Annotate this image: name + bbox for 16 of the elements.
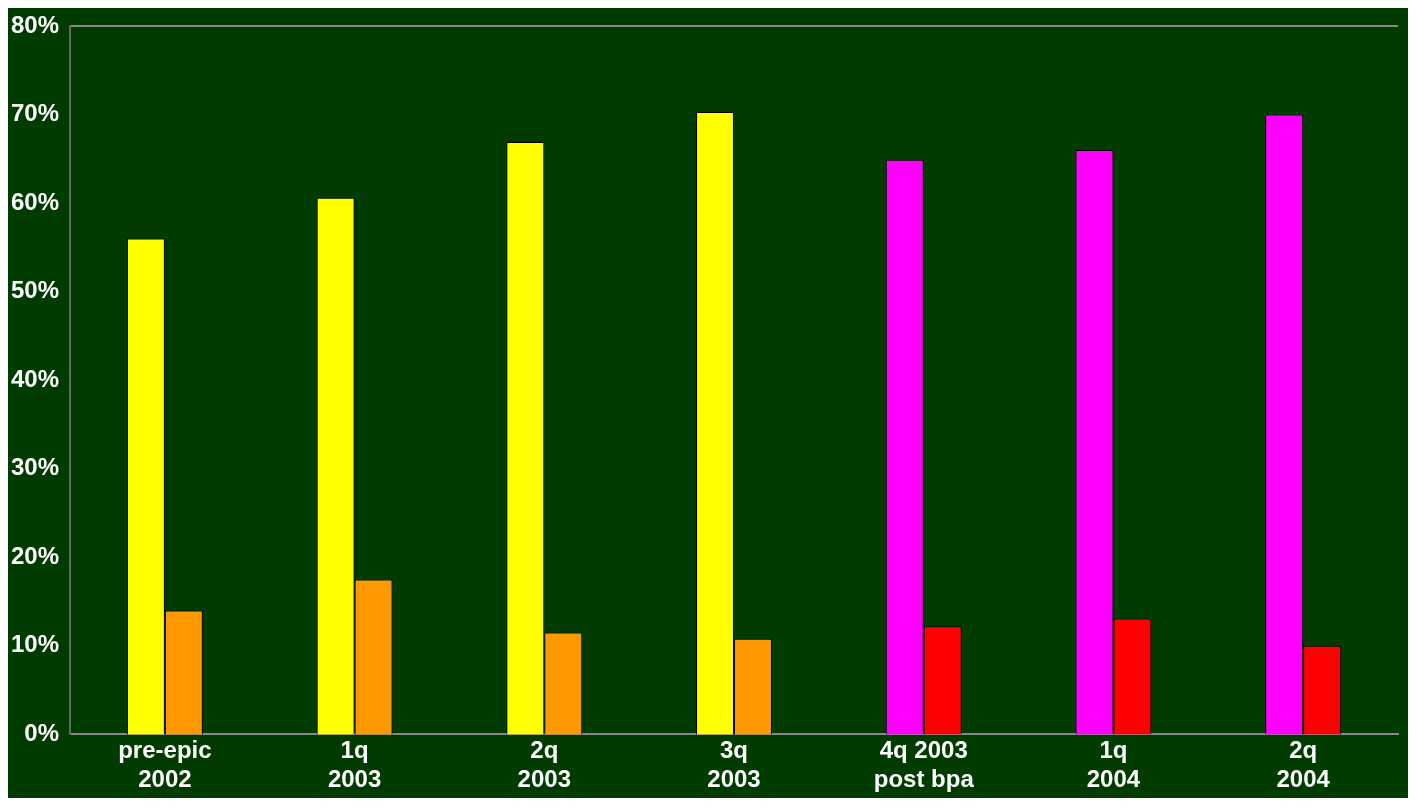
y-tick-label: 50% — [10, 276, 60, 304]
y-tick-label: 80% — [10, 10, 60, 38]
x-tick-label: 2q 2003 — [517, 736, 571, 793]
y-tick-label: 10% — [10, 630, 60, 658]
x-tick-label: 1q 2004 — [1086, 736, 1141, 793]
x-tick-label: pre-epic 2002 — [118, 736, 212, 793]
y-tick-label: 20% — [10, 541, 60, 569]
y-tick-label: 60% — [10, 187, 60, 215]
x-tick-label: 2q 2004 — [1276, 736, 1331, 793]
x-tick-label: 4q 2003 post bpa — [873, 736, 975, 793]
y-tick-label: 40% — [10, 364, 60, 392]
x-tick-label: 3q 2003 — [707, 736, 761, 793]
y-tick-label: 70% — [10, 99, 60, 127]
x-tick-label: 1q 2003 — [327, 736, 382, 793]
y-tick-label: 0% — [24, 719, 60, 747]
y-tick-label: 30% — [10, 453, 60, 481]
